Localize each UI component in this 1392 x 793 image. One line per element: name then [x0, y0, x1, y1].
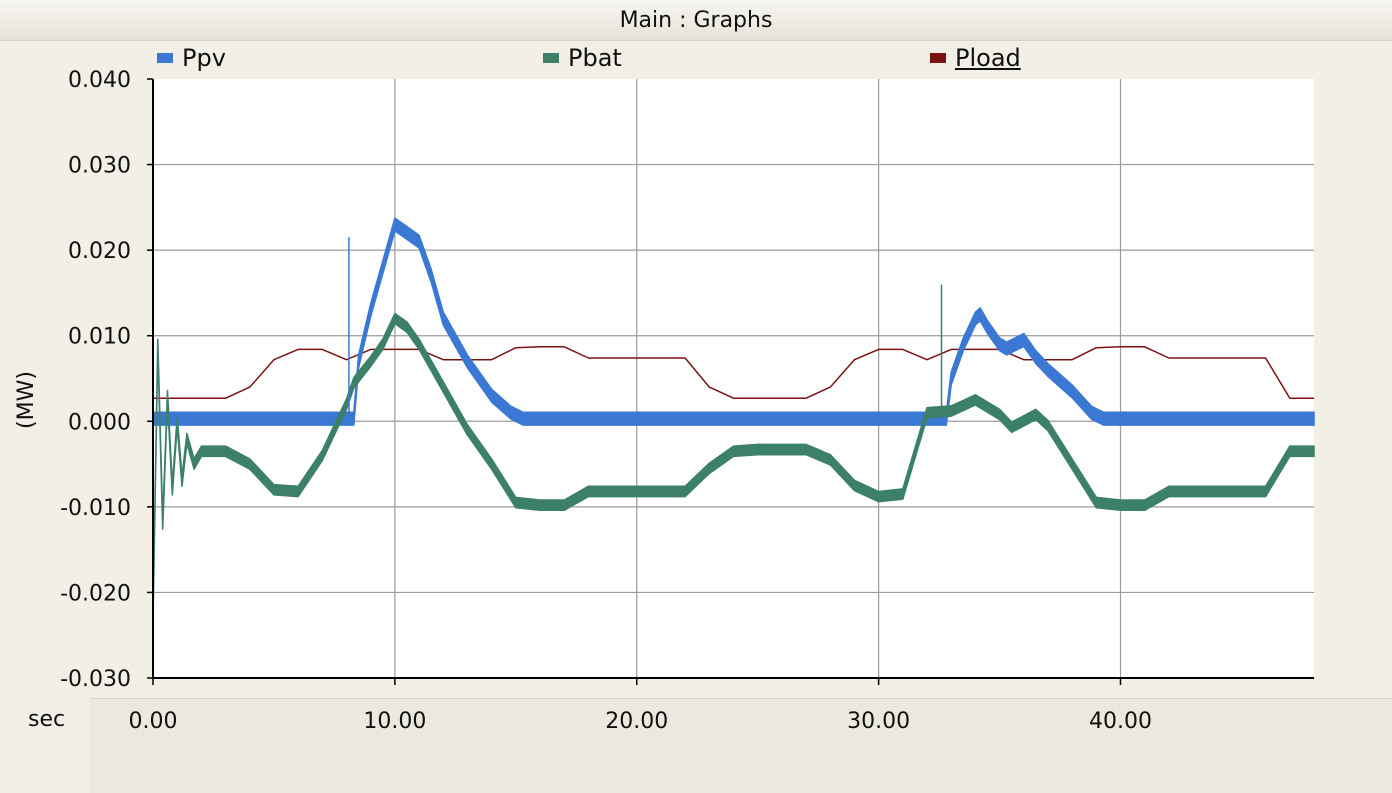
- plot-background: [153, 79, 1314, 678]
- legend-item-pload[interactable]: Pload: [930, 44, 1021, 72]
- y-tick-label: -0.010: [60, 496, 131, 521]
- x-tick-label: 20.00: [605, 709, 668, 734]
- y-tick-label: 0.040: [68, 68, 131, 93]
- legend-item-pbat[interactable]: Pbat: [543, 44, 622, 72]
- legend-label-pload: Pload: [955, 44, 1021, 72]
- y-axis-title: (MW): [14, 371, 39, 429]
- legend-item-ppv[interactable]: Ppv: [157, 44, 226, 72]
- legend-swatch-pbat: [543, 53, 559, 63]
- window-title: Main : Graphs: [0, 0, 1392, 41]
- legend-label-ppv: Ppv: [182, 44, 226, 72]
- y-tick-label: -0.020: [60, 581, 131, 606]
- legend-swatch-pload: [930, 53, 946, 63]
- legend-swatch-ppv: [157, 53, 173, 63]
- legend: Ppv Pbat Pload: [0, 42, 1392, 76]
- series-line-pload: [153, 346, 1314, 399]
- y-tick-label: 0.000: [68, 410, 131, 435]
- series-band-ppv: [152, 217, 1315, 426]
- x-axis-unit-label: sec: [28, 707, 65, 732]
- y-tick-label: 0.020: [68, 239, 131, 264]
- x-axis-footer: [90, 698, 1392, 793]
- x-tick-label: 40.00: [1089, 709, 1152, 734]
- y-tick-label: 0.030: [68, 154, 131, 179]
- legend-label-pbat: Pbat: [568, 44, 622, 72]
- x-tick-label: 30.00: [847, 709, 910, 734]
- x-tick-label: 10.00: [363, 709, 426, 734]
- y-tick-label: 0.010: [68, 325, 131, 350]
- y-tick-label: -0.030: [60, 667, 131, 692]
- x-tick-label: 0.00: [129, 709, 178, 734]
- series-band-pbat: [152, 312, 1315, 624]
